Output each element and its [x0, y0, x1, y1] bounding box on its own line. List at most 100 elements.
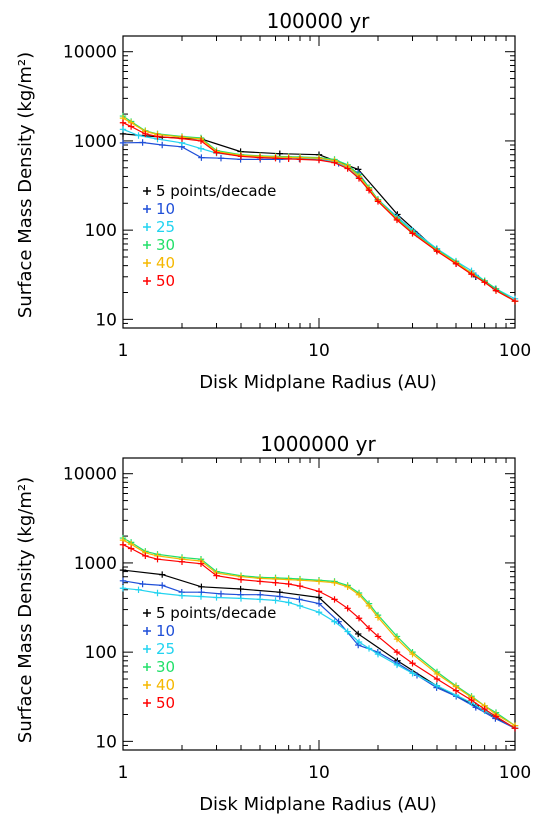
- data-point: [331, 618, 338, 625]
- data-point: [178, 592, 186, 599]
- y-tick-label: 10000: [63, 43, 117, 63]
- legend-marker: [143, 681, 151, 689]
- legend-label: 5 points/decade: [156, 604, 276, 622]
- legend-marker: [143, 259, 151, 267]
- series-group-top: [119, 112, 519, 305]
- data-point: [374, 198, 382, 205]
- legend-label: 40: [156, 254, 175, 272]
- data-point: [276, 150, 284, 157]
- series-50: [119, 119, 519, 305]
- legend-item: 40: [143, 676, 175, 694]
- data-point: [433, 675, 441, 683]
- series-10: [119, 577, 519, 732]
- x-axis-label-bottom: Disk Midplane Radius (AU): [199, 794, 437, 815]
- data-point: [315, 156, 323, 164]
- data-point: [315, 600, 323, 607]
- data-point: [331, 596, 338, 603]
- data-point: [315, 578, 323, 585]
- legend-label: 10: [156, 200, 175, 218]
- legend-marker: [143, 645, 151, 653]
- data-point: [213, 149, 220, 156]
- x-tick-label: 10: [308, 341, 330, 361]
- data-point: [355, 591, 363, 598]
- data-point: [272, 579, 279, 586]
- legend-marker: [143, 699, 151, 707]
- y-tick-label: 10: [95, 310, 117, 330]
- data-point: [393, 648, 401, 656]
- data-point: [119, 119, 127, 126]
- x-tick-label: 100: [499, 763, 531, 783]
- data-point: [355, 615, 363, 622]
- data-point: [452, 687, 460, 694]
- data-point: [355, 638, 363, 646]
- x-tick-label: 1: [118, 763, 129, 783]
- data-point: [285, 580, 292, 588]
- legend-label: 30: [156, 658, 175, 676]
- legend-item: 50: [143, 272, 175, 290]
- data-point: [256, 578, 264, 585]
- data-point: [154, 589, 161, 597]
- data-point: [119, 139, 127, 147]
- data-point: [197, 137, 205, 145]
- y-tick-label: 1000: [74, 554, 117, 574]
- data-point: [213, 572, 220, 579]
- ticks-top: [122, 36, 516, 329]
- legend-item: 30: [143, 658, 175, 676]
- data-point: [237, 595, 245, 602]
- legend-item: 40: [143, 254, 175, 272]
- legend-label: 10: [156, 622, 175, 640]
- data-point: [393, 661, 401, 669]
- legend-label: 5 points/decade: [156, 182, 276, 200]
- legend-marker: [143, 609, 151, 617]
- legend-item: 5 points/decade: [143, 182, 276, 200]
- data-point: [276, 593, 284, 600]
- y-axis-label-top: Surface Mass Density (kg/m²): [15, 52, 36, 318]
- series-group-bottom: [119, 534, 519, 732]
- data-point: [127, 123, 135, 130]
- y-axis-label-bottom: Surface Mass Density (kg/m²): [15, 477, 36, 743]
- data-point: [492, 287, 500, 294]
- data-point: [197, 560, 205, 567]
- data-point: [139, 580, 146, 588]
- data-point: [127, 545, 135, 552]
- data-point: [365, 645, 373, 652]
- data-point: [296, 156, 304, 163]
- chart-panel-top: 100000 yr Surface Mass Density (kg/m²) D…: [15, 9, 531, 393]
- data-point: [285, 155, 292, 163]
- data-point: [285, 599, 292, 606]
- data-point: [142, 130, 149, 138]
- y-tick-label: 100: [85, 221, 117, 241]
- data-point: [237, 585, 244, 593]
- data-point: [344, 583, 351, 590]
- legend-marker: [143, 627, 151, 635]
- data-point: [365, 602, 373, 610]
- series-10: [119, 139, 519, 305]
- data-point: [217, 155, 225, 162]
- data-point: [409, 660, 416, 667]
- data-point: [119, 541, 127, 548]
- data-point: [139, 139, 146, 146]
- data-point: [159, 571, 166, 578]
- data-point: [331, 159, 338, 166]
- data-point: [296, 577, 304, 584]
- legend-marker: [143, 277, 151, 285]
- series-30: [119, 534, 519, 729]
- series-line: [122, 544, 516, 729]
- data-point: [119, 126, 127, 133]
- data-point: [119, 585, 127, 592]
- data-point: [511, 725, 519, 732]
- x-tick-label: 100: [499, 341, 531, 361]
- legend-label: 50: [156, 694, 175, 712]
- legend-item: 10: [143, 622, 175, 640]
- data-point: [393, 216, 401, 224]
- x-axis-label-top: Disk Midplane Radius (AU): [199, 372, 437, 393]
- data-point: [374, 633, 382, 640]
- series-50: [119, 541, 519, 732]
- data-point: [433, 682, 441, 689]
- data-point: [198, 583, 205, 590]
- data-point: [344, 165, 351, 172]
- data-point: [119, 566, 127, 574]
- series-30: [119, 112, 519, 305]
